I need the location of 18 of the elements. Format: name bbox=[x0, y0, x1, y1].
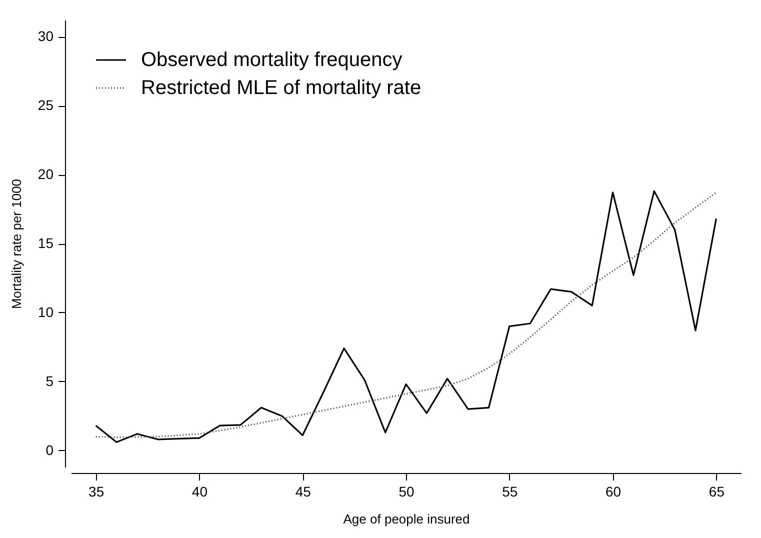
legend-label: Restricted MLE of mortality rate bbox=[141, 77, 422, 99]
x-tick-label: 60 bbox=[606, 484, 622, 500]
x-tick-label: 50 bbox=[398, 484, 414, 500]
y-tick-label: 5 bbox=[46, 372, 54, 389]
y-tick-label: 10 bbox=[38, 304, 54, 320]
y-axis-title: Mortality rate per 1000 bbox=[8, 178, 24, 310]
x-tick-label: 65 bbox=[708, 484, 725, 500]
legend-label: Observed mortality frequency bbox=[141, 49, 402, 71]
x-tick-label: 35 bbox=[88, 484, 104, 500]
x-tick-label: 55 bbox=[502, 484, 518, 500]
y-tick-label: 20 bbox=[38, 166, 54, 182]
y-tick-label: 25 bbox=[38, 97, 54, 114]
y-tick-label: 30 bbox=[38, 28, 54, 44]
x-tick-label: 40 bbox=[192, 484, 208, 500]
x-tick-label: 45 bbox=[295, 484, 312, 500]
y-tick-label: 0 bbox=[46, 442, 54, 458]
x-axis-title: Age of people insured bbox=[343, 512, 470, 526]
y-tick-label: 15 bbox=[38, 235, 54, 251]
